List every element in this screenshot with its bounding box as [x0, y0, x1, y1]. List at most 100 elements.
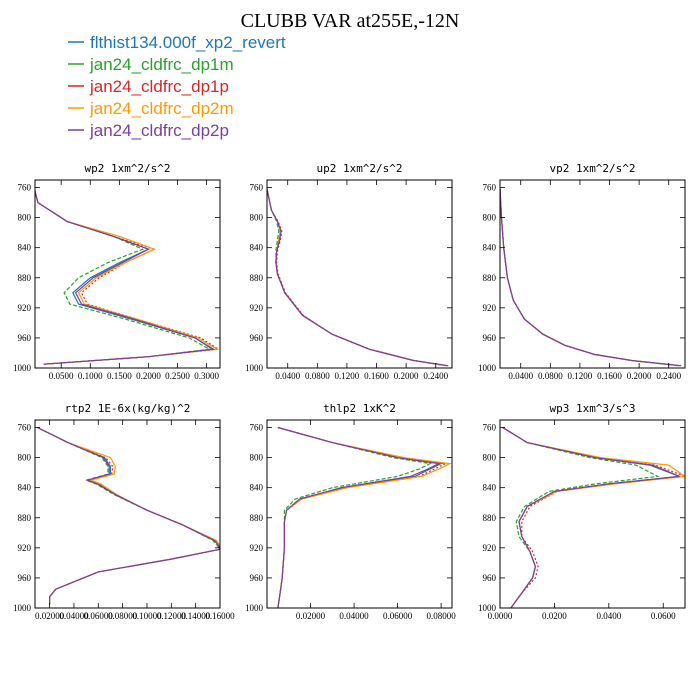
- y-tick-label: 760: [483, 423, 497, 433]
- legend-label: jan24_cldfrc_dp2p: [89, 121, 229, 140]
- chart-panel: vp2 1xm^2/s^2 760 800 840 880 920 960 1000 0.040…: [478, 162, 686, 381]
- series-line: [267, 188, 447, 367]
- x-tick-label: 0.0200: [542, 611, 567, 621]
- chart-panel: wp3 1xm^3/s^3 760 800 840 880 920 960 10000.000…: [478, 402, 686, 621]
- x-tick-label: 0.0500: [49, 371, 74, 381]
- chart-panel: rtp2 1E-6x(kg/kg)^2 760 800 840 880 920 960 100…: [13, 402, 235, 621]
- chart-panel: thlp2 1xK^2 760 800 840 880 920 960 1000 0.02000…: [245, 402, 456, 621]
- y-tick-label: 800: [18, 453, 32, 463]
- series-line: [37, 426, 220, 605]
- y-tick-label: 960: [483, 333, 497, 343]
- x-tick-label: 0.1200: [335, 371, 360, 381]
- x-tick-label: 0.10000: [132, 611, 162, 621]
- y-tick-label: 800: [18, 213, 32, 223]
- series-line: [37, 426, 220, 605]
- y-tick-label: 960: [18, 333, 32, 343]
- plot-frame: [499, 419, 686, 609]
- series-line: [500, 188, 680, 367]
- x-tick-label: 0.16000: [205, 611, 235, 621]
- x-tick-label: 0.02000: [296, 611, 326, 621]
- x-tick-label: 0.0400: [596, 611, 621, 621]
- series-line: [277, 426, 433, 608]
- x-tick-label: 0.06000: [383, 611, 413, 621]
- series-line: [37, 426, 220, 605]
- x-tick-label: 0.1200: [568, 371, 593, 381]
- y-tick-label: 1000: [478, 603, 497, 613]
- series-line: [500, 188, 682, 367]
- y-tick-label: 1000: [13, 603, 32, 613]
- plot-frame: [499, 179, 686, 369]
- y-tick-label: 920: [250, 543, 264, 553]
- x-tick-label: 0.0400: [275, 371, 300, 381]
- x-tick-label: 0.0800: [305, 371, 330, 381]
- panel-title: thlp2 1xK^2: [323, 402, 396, 415]
- y-tick-label: 960: [250, 333, 264, 343]
- y-tick-label: 880: [250, 513, 264, 523]
- y-tick-label: 920: [250, 303, 264, 313]
- x-tick-label: 0.04000: [339, 611, 369, 621]
- y-tick-label: 800: [483, 213, 497, 223]
- y-tick-label: 880: [483, 273, 497, 283]
- panel-title: rtp2 1E-6x(kg/kg)^2: [65, 402, 191, 415]
- x-tick-label: 0.1600: [597, 371, 622, 381]
- x-tick-label: 0.02000: [35, 611, 65, 621]
- plot-frame: [266, 179, 453, 369]
- x-tick-label: 0.2400: [423, 371, 448, 381]
- y-tick-label: 760: [250, 183, 264, 193]
- series-line: [500, 188, 680, 367]
- y-tick-label: 800: [483, 453, 497, 463]
- y-tick-label: 880: [483, 513, 497, 523]
- y-tick-label: 920: [483, 303, 497, 313]
- x-tick-label: 0.06000: [84, 611, 114, 621]
- y-tick-label: 960: [483, 573, 497, 583]
- y-tick-label: 880: [18, 273, 32, 283]
- x-tick-label: 0.1500: [107, 371, 132, 381]
- series-line: [502, 426, 680, 608]
- x-tick-label: 0.3000: [194, 371, 219, 381]
- x-tick-label: 0.0800: [538, 371, 563, 381]
- series-line: [267, 188, 449, 367]
- chart-panel: wp2 1xm^2/s^2 760 800 840 880 920 960 1000 0.050…: [13, 162, 221, 381]
- x-tick-label: 0.08000: [426, 611, 456, 621]
- series-line: [502, 426, 660, 608]
- panel-title: wp3 1xm^3/s^3: [549, 402, 635, 415]
- y-tick-label: 840: [250, 243, 264, 253]
- legend-label: jan24_cldfrc_dp1m: [89, 55, 234, 74]
- legend-label: jan24_cldfrc_dp1p: [89, 77, 229, 96]
- series-line: [277, 426, 444, 608]
- y-tick-label: 840: [483, 483, 497, 493]
- x-tick-label: 0.12000: [157, 611, 187, 621]
- plot-frame: [34, 179, 221, 369]
- y-tick-label: 840: [483, 243, 497, 253]
- series-line: [277, 426, 452, 608]
- panel-title: up2 1xm^2/s^2: [316, 162, 402, 175]
- y-tick-label: 880: [18, 513, 32, 523]
- y-tick-label: 960: [250, 573, 264, 583]
- y-tick-label: 960: [18, 573, 32, 583]
- figure-title: CLUBB VAR at255E,-12N: [241, 10, 460, 32]
- panel-title: wp2 1xm^2/s^2: [84, 162, 170, 175]
- series-line: [500, 188, 681, 367]
- y-tick-label: 1000: [478, 363, 497, 373]
- series-line: [37, 426, 220, 605]
- y-tick-label: 920: [18, 303, 32, 313]
- x-tick-label: 0.1600: [364, 371, 389, 381]
- x-tick-label: 0.08000: [108, 611, 138, 621]
- y-tick-label: 1000: [245, 603, 264, 613]
- plot-frame: [34, 419, 221, 609]
- legend: flthist134.000f_xp2_revert jan24_cldfrc_d…: [68, 33, 286, 140]
- y-tick-label: 760: [250, 423, 264, 433]
- y-tick-label: 920: [18, 543, 32, 553]
- y-tick-label: 840: [250, 483, 264, 493]
- series-line: [37, 426, 220, 605]
- y-tick-label: 800: [250, 453, 264, 463]
- legend-label: flthist134.000f_xp2_revert: [90, 33, 286, 52]
- panel-title: vp2 1xm^2/s^2: [549, 162, 635, 175]
- series-line: [267, 188, 446, 367]
- x-tick-label: 0.2400: [656, 371, 681, 381]
- y-tick-label: 840: [18, 243, 32, 253]
- x-tick-label: 0.2000: [136, 371, 161, 381]
- y-tick-label: 760: [18, 423, 32, 433]
- series-line: [500, 188, 679, 367]
